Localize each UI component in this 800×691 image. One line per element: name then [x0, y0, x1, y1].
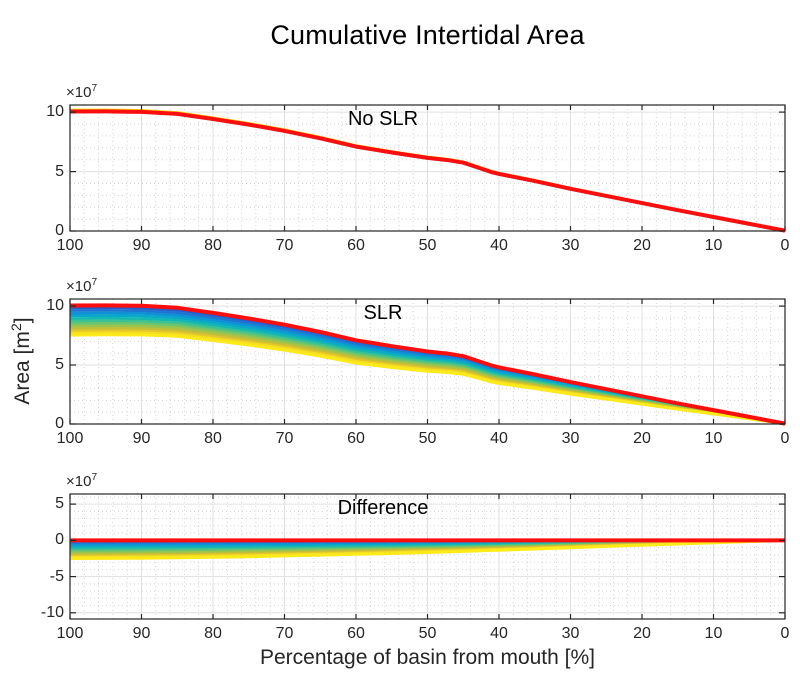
x-tick-label: 60 [347, 430, 365, 447]
y-tick-label: 10 [46, 297, 64, 315]
exponent-label: ×107 [66, 277, 98, 295]
x-tick-label: 20 [633, 237, 651, 254]
x-tick-label: 80 [204, 625, 222, 642]
x-tick-label: 100 [56, 430, 84, 447]
x-tick-label: 70 [275, 237, 294, 254]
x-tick-label: 80 [204, 237, 222, 254]
y-tick-label: 0 [55, 415, 64, 432]
x-tick-label: 10 [704, 237, 723, 254]
x-tick-label: 10 [704, 430, 723, 447]
y-tick-label: 0 [55, 222, 64, 239]
x-tick-label: 50 [418, 430, 437, 447]
panel-label-difference: Difference [337, 497, 429, 519]
x-tick-label: 100 [56, 625, 84, 642]
x-tick-label: 90 [132, 625, 151, 642]
x-tick-label: 30 [561, 430, 580, 447]
x-tick-label: 10 [704, 625, 723, 642]
x-tick-label: 90 [132, 237, 151, 254]
x-tick-label: 20 [633, 625, 651, 642]
x-axis-label: Percentage of basin from mouth [%] [259, 646, 595, 669]
exponent-label: ×107 [66, 472, 98, 490]
chart-title: Cumulative Intertidal Area [270, 20, 585, 50]
x-tick-label: 50 [418, 625, 437, 642]
x-tick-label: 70 [275, 625, 294, 642]
x-tick-label: 30 [561, 625, 580, 642]
series-difference-scenario [69, 539, 786, 560]
y-tick-label: -5 [49, 567, 64, 585]
y-tick-label: -10 [40, 603, 64, 621]
y-tick-label: 5 [55, 356, 64, 374]
panel-label-no-slr: No SLR [347, 108, 419, 130]
y-tick-label: 0 [55, 531, 64, 549]
y-tick-label: 5 [55, 495, 64, 513]
y-tick-label: 10 [46, 103, 64, 121]
x-tick-label: 40 [490, 430, 508, 447]
x-tick-label: 60 [347, 625, 365, 642]
x-tick-label: 70 [275, 430, 294, 447]
x-tick-label: 90 [132, 430, 151, 447]
x-tick-label: 40 [490, 237, 508, 254]
x-tick-label: 80 [204, 430, 222, 447]
x-tick-label: 0 [780, 430, 790, 447]
x-tick-label: 100 [56, 237, 84, 254]
x-tick-label: 20 [633, 430, 651, 447]
x-tick-label: 60 [347, 237, 365, 254]
x-tick-label: 30 [561, 237, 580, 254]
series-slr-baseline [69, 303, 786, 426]
panel-label-slr: SLR [363, 302, 403, 324]
x-tick-label: 0 [780, 237, 790, 254]
series-slr-scenario [69, 333, 786, 426]
y-tick-label: 5 [55, 162, 64, 180]
x-tick-label: 40 [490, 625, 508, 642]
x-tick-label: 50 [418, 237, 437, 254]
exponent-label: ×107 [66, 83, 98, 101]
series-no-slr [69, 109, 786, 233]
x-tick-label: 0 [780, 625, 790, 642]
